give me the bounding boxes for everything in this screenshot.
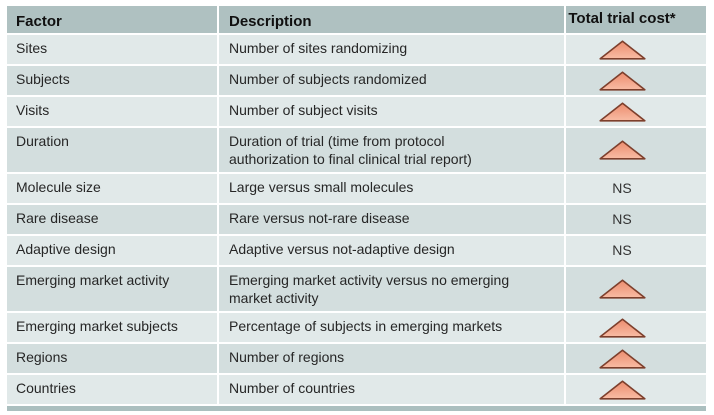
description-cell: Number of regions bbox=[219, 344, 564, 373]
factor-cell: Molecule size bbox=[7, 174, 217, 203]
description-cell: Number of countries bbox=[219, 375, 564, 404]
cost-increase-triangle-icon bbox=[598, 140, 646, 160]
cost-increase-triangle-icon bbox=[598, 317, 646, 338]
cost-increase-triangle-icon bbox=[598, 379, 646, 400]
cost-increase-triangle-icon bbox=[598, 39, 646, 60]
factor-cell: Rare disease bbox=[7, 205, 217, 234]
cost-cell bbox=[566, 66, 706, 95]
description-cell: Number of sites randomizing bbox=[219, 35, 564, 64]
cost-ns-label: NS bbox=[612, 241, 632, 258]
description-cell: Duration of trial (time from protocol au… bbox=[219, 128, 564, 172]
description-cell: Percentage of subjects in emerging marke… bbox=[219, 313, 564, 342]
factor-cell: Regions bbox=[7, 344, 217, 373]
cost-cell: NS bbox=[566, 236, 706, 265]
cost-increase-triangle-icon bbox=[598, 70, 646, 91]
cost-increase-triangle-icon bbox=[598, 279, 646, 299]
factor-cell: Countries bbox=[7, 375, 217, 404]
cost-cell bbox=[566, 267, 706, 311]
factor-cell: Subjects bbox=[7, 66, 217, 95]
factor-cell: Visits bbox=[7, 97, 217, 126]
factor-cell: Emerging market activity bbox=[7, 267, 217, 311]
column-header-total-trial-cost: Total trial cost* bbox=[566, 6, 706, 33]
cost-ns-label: NS bbox=[612, 179, 632, 196]
factor-cell: Emerging market subjects bbox=[7, 313, 217, 342]
column-header-description: Description bbox=[219, 6, 564, 33]
cost-increase-triangle-icon bbox=[598, 101, 646, 122]
cost-cell bbox=[566, 344, 706, 373]
description-cell: Rare versus not-rare disease bbox=[219, 205, 564, 234]
cost-increase-triangle-icon bbox=[598, 348, 646, 369]
cost-ns-label: NS bbox=[612, 210, 632, 227]
factor-cell: Duration bbox=[7, 128, 217, 172]
cost-cell bbox=[566, 97, 706, 126]
cost-cell bbox=[566, 35, 706, 64]
table-bottom-rule bbox=[7, 406, 706, 411]
cost-cell: NS bbox=[566, 205, 706, 234]
description-cell: Emerging market activity versus no emerg… bbox=[219, 267, 564, 311]
column-header-factor: Factor bbox=[7, 6, 217, 33]
description-cell: Number of subjects randomized bbox=[219, 66, 564, 95]
description-cell: Adaptive versus not-adaptive design bbox=[219, 236, 564, 265]
trial-cost-factors-table: Factor Description Total trial cost* Sit… bbox=[7, 6, 706, 404]
description-cell: Number of subject visits bbox=[219, 97, 564, 126]
factor-cell: Sites bbox=[7, 35, 217, 64]
cost-cell bbox=[566, 375, 706, 404]
cost-cell bbox=[566, 313, 706, 342]
description-cell: Large versus small molecules bbox=[219, 174, 564, 203]
cost-cell bbox=[566, 128, 706, 172]
factor-cell: Adaptive design bbox=[7, 236, 217, 265]
cost-cell: NS bbox=[566, 174, 706, 203]
